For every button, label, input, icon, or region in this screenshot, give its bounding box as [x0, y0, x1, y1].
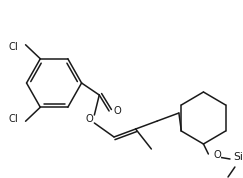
Text: Cl: Cl: [9, 114, 19, 124]
Text: O: O: [113, 106, 121, 116]
Text: Si: Si: [233, 152, 243, 162]
Text: Cl: Cl: [9, 42, 19, 52]
Text: O: O: [213, 150, 221, 160]
Text: O: O: [86, 114, 93, 124]
